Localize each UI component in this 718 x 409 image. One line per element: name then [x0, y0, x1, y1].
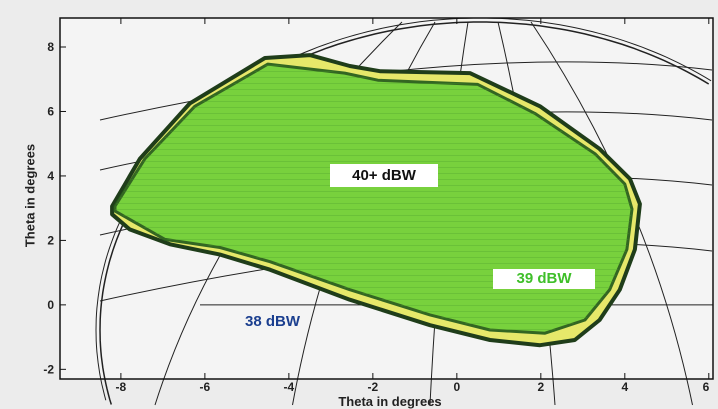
- x-tick-label: -4: [284, 380, 295, 394]
- x-tick-label: -6: [200, 380, 211, 394]
- x-tick-label: 4: [621, 380, 628, 394]
- x-axis-label: Theta in degrees: [338, 394, 442, 409]
- x-tick-label: 0: [453, 380, 460, 394]
- y-tick-label: -2: [43, 362, 54, 376]
- contour-label-40: 40+ dBW: [330, 164, 438, 187]
- y-tick-label: 0: [47, 298, 54, 312]
- y-tick-label: 6: [47, 104, 54, 118]
- y-axis-label: Theta in degrees: [22, 143, 38, 248]
- y-tick-label: 4: [47, 169, 54, 183]
- y-tick-label: 8: [47, 40, 54, 54]
- axes-frame: [59, 17, 714, 380]
- x-tick-label: 2: [537, 380, 544, 394]
- contour-label-39: 39 dBW: [493, 269, 595, 289]
- contour-texture: [115, 64, 632, 334]
- x-tick-label: 6: [703, 380, 710, 394]
- x-tick-label: -8: [116, 380, 127, 394]
- contour-label-38: 38 dBW: [245, 313, 301, 330]
- x-tick-label: -2: [368, 380, 379, 394]
- y-tick-label: 2: [47, 233, 54, 247]
